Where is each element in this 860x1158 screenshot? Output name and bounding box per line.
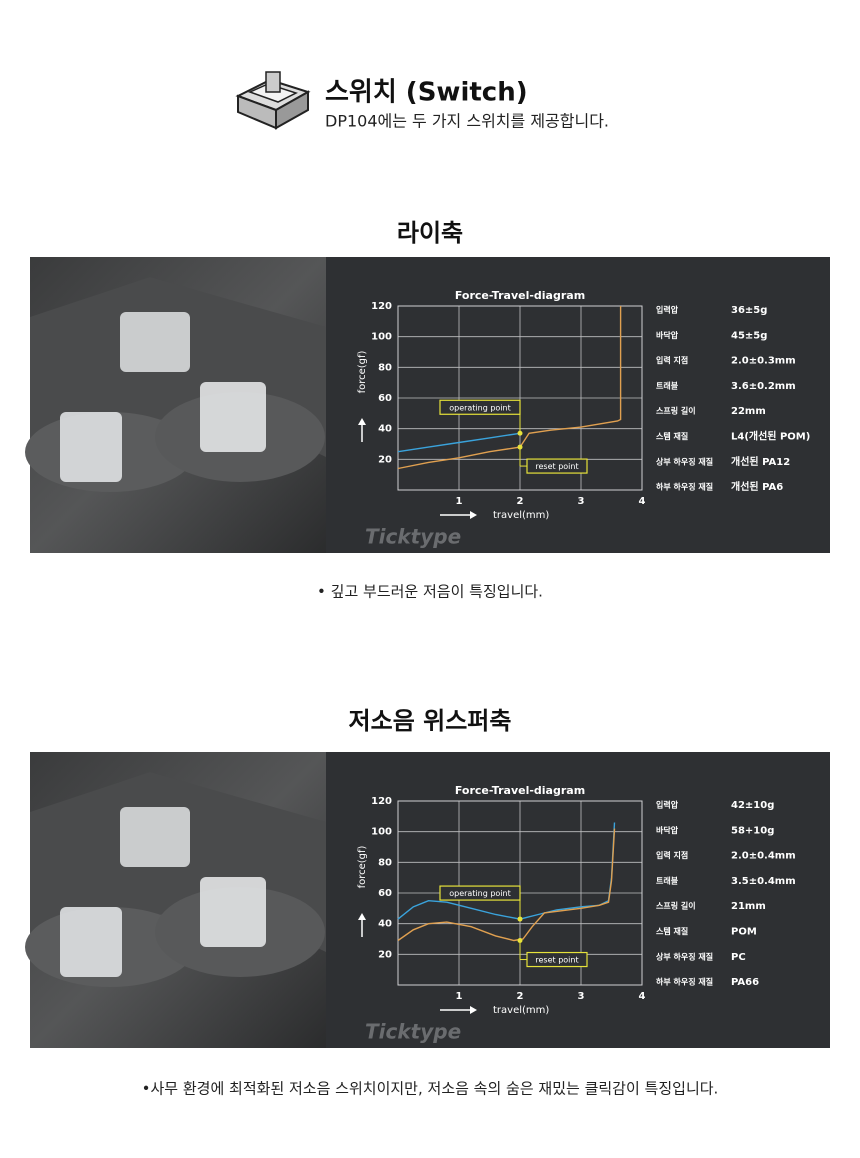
annotation-label: operating point bbox=[449, 403, 511, 412]
photo-switch bbox=[60, 907, 122, 977]
spec-label: 바닥압 bbox=[656, 330, 679, 340]
x-tick-label: 4 bbox=[639, 496, 646, 507]
force-curve bbox=[397, 822, 616, 920]
watermark: Ticktype bbox=[365, 525, 461, 549]
section-caption: • 깊고 부드러운 저음이 특징입니다. bbox=[317, 583, 543, 601]
spec-label: 하부 하우징 재질 bbox=[656, 482, 713, 492]
y-tick-label: 120 bbox=[371, 796, 392, 807]
x-tick-label: 1 bbox=[456, 496, 463, 507]
spec-value: 22mm bbox=[731, 406, 766, 417]
spec-value: 42±10g bbox=[731, 800, 774, 811]
annotation-label: reset point bbox=[535, 462, 578, 471]
spec-value: 45±5g bbox=[731, 330, 767, 341]
axis-arrow-head bbox=[358, 418, 366, 425]
spec-value: 3.6±0.2mm bbox=[731, 381, 796, 392]
spec-label: 트래블 bbox=[656, 380, 679, 390]
chart-title: Force-Travel-diagram bbox=[455, 289, 585, 302]
axis-arrow-head bbox=[470, 511, 477, 519]
force-curve bbox=[397, 432, 521, 453]
y-tick-label: 100 bbox=[371, 332, 392, 343]
photo-switch bbox=[120, 312, 190, 372]
annotation-label: operating point bbox=[449, 889, 511, 898]
page-subtitle: DP104에는 두 가지 스위치를 제공합니다. bbox=[325, 112, 609, 131]
y-tick-label: 40 bbox=[378, 424, 392, 435]
photo-switch bbox=[200, 382, 266, 452]
x-axis-label: travel(mm) bbox=[493, 1005, 549, 1016]
photo-switch bbox=[200, 877, 266, 947]
spec-value: L4(개선된 POM) bbox=[731, 430, 810, 443]
annotation-box bbox=[526, 458, 588, 474]
y-tick-label: 80 bbox=[378, 857, 392, 868]
spec-label: 트래블 bbox=[656, 875, 679, 885]
x-axis-label: travel(mm) bbox=[493, 510, 549, 521]
section-caption: •사무 환경에 최적화된 저소음 스위치이지만, 저소음 속의 숨은 재밌는 클… bbox=[142, 1080, 719, 1098]
plot-frame bbox=[397, 305, 643, 491]
plot-frame bbox=[397, 800, 643, 986]
photo-switch bbox=[60, 412, 122, 482]
y-tick-label: 120 bbox=[371, 301, 392, 312]
spec-value: 21mm bbox=[731, 901, 766, 912]
y-tick-label: 60 bbox=[378, 888, 392, 899]
y-tick-label: 80 bbox=[378, 362, 392, 373]
y-tick-label: 20 bbox=[378, 949, 392, 960]
annotation-point bbox=[517, 938, 523, 944]
y-tick-label: 20 bbox=[378, 454, 392, 465]
force-curve bbox=[397, 306, 622, 470]
x-tick-label: 3 bbox=[578, 496, 585, 507]
y-axis-label: force(gf) bbox=[357, 845, 368, 888]
spec-value: PC bbox=[731, 952, 746, 963]
spec-label: 입력 지점 bbox=[656, 850, 688, 860]
spec-label: 하부 하우징 재질 bbox=[656, 977, 713, 987]
annotation-label: reset point bbox=[535, 956, 578, 965]
annotation-box bbox=[526, 951, 588, 968]
spec-value: 개선된 PA6 bbox=[731, 480, 783, 493]
spec-label: 상부 하우징 재질 bbox=[656, 456, 713, 466]
y-tick-label: 40 bbox=[378, 919, 392, 930]
spec-label: 입력압 bbox=[656, 800, 679, 810]
section-title: 라이축 bbox=[397, 219, 463, 247]
page-title: 스위치 (Switch) bbox=[325, 78, 528, 108]
switch-icon bbox=[235, 71, 311, 130]
force-curve bbox=[397, 828, 616, 942]
spec-label: 입력압 bbox=[656, 305, 679, 315]
axis-arrow-head bbox=[470, 1006, 477, 1014]
spec-value: PA66 bbox=[731, 977, 759, 988]
annotation-box bbox=[439, 885, 521, 901]
spec-label: 입력 지점 bbox=[656, 355, 688, 365]
y-tick-label: 60 bbox=[378, 393, 392, 404]
spec-label: 스템 재질 bbox=[656, 431, 688, 441]
spec-value: 36±5g bbox=[731, 305, 767, 316]
spec-value: 개선된 PA12 bbox=[731, 455, 790, 468]
spec-label: 스템 재질 bbox=[656, 926, 688, 936]
spec-value: 3.5±0.4mm bbox=[731, 876, 796, 887]
x-tick-label: 3 bbox=[578, 991, 585, 1002]
photo-switch bbox=[120, 807, 190, 867]
spec-label: 스프링 길이 bbox=[656, 901, 696, 911]
spec-value: 2.0±0.3mm bbox=[731, 356, 796, 367]
spec-value: 2.0±0.4mm bbox=[731, 851, 796, 862]
annotation-point bbox=[517, 444, 523, 450]
axis-arrow-head bbox=[358, 913, 366, 920]
annotation-box bbox=[439, 399, 521, 415]
spec-label: 상부 하우징 재질 bbox=[656, 951, 713, 961]
annotation-point bbox=[517, 430, 523, 436]
spec-value: 58+10g bbox=[731, 825, 774, 836]
section-title: 저소음 위스퍼축 bbox=[349, 707, 512, 735]
spec-label: 바닥압 bbox=[656, 825, 679, 835]
x-tick-label: 2 bbox=[517, 991, 524, 1002]
x-tick-label: 2 bbox=[517, 496, 524, 507]
chart-title: Force-Travel-diagram bbox=[455, 784, 585, 797]
spec-label: 스프링 길이 bbox=[656, 406, 696, 416]
y-tick-label: 100 bbox=[371, 827, 392, 838]
watermark: Ticktype bbox=[365, 1020, 461, 1044]
x-tick-label: 1 bbox=[456, 991, 463, 1002]
spec-value: POM bbox=[731, 927, 757, 938]
x-tick-label: 4 bbox=[639, 991, 646, 1002]
y-axis-label: force(gf) bbox=[357, 350, 368, 393]
annotation-point bbox=[517, 916, 523, 922]
